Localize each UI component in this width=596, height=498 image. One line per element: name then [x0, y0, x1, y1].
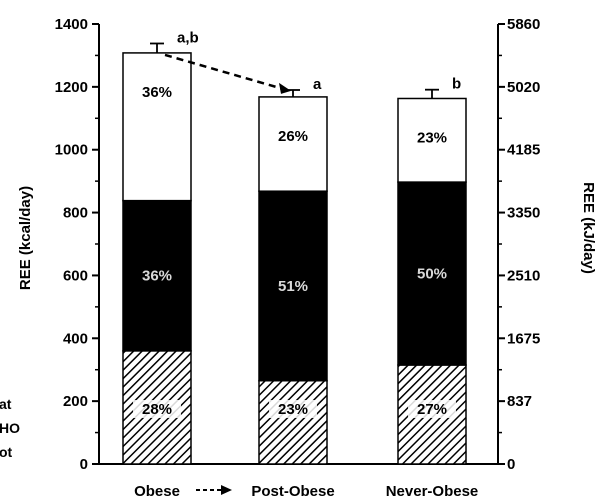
label-bg: [408, 400, 456, 418]
bar-segment-cho: [258, 190, 328, 382]
legend-label: at: [0, 396, 12, 412]
bar-segment-fat: [258, 96, 328, 192]
bar-label-fat: 23%: [417, 129, 447, 146]
bars: [122, 52, 467, 465]
category-label: Post-Obese: [251, 483, 334, 498]
y-tick-label-right: 1675: [507, 330, 540, 347]
bar-label-prot: 23%: [278, 401, 308, 418]
legend-label: HO: [0, 420, 20, 436]
bar-segment-fat: [397, 97, 467, 183]
y-tick-label-right: 5860: [507, 16, 540, 33]
trend-arrow: [164, 53, 284, 91]
bar-segment-cho: [397, 181, 467, 366]
bar-label-fat: 26%: [278, 128, 308, 145]
category-connector-arrow-head: [221, 485, 232, 495]
bar-label-cho: 50%: [417, 266, 447, 283]
y-tick-label-right: 3350: [507, 205, 540, 222]
y-tick-label-left: 200: [63, 393, 88, 410]
bar-segment-fat: [122, 52, 192, 202]
y-tick-label-left: 1200: [55, 79, 88, 96]
bar-label-prot: 27%: [417, 401, 447, 418]
significance-label: a,b: [177, 29, 199, 46]
bar-segment-cho: [122, 199, 192, 352]
labels: 0 200 400 600 800 1000 1200 1400 0 837 1675 2510 335…: [0, 16, 596, 498]
bar-label-cho: 36%: [142, 268, 172, 285]
y-axis-title-right: REE (kJ/day): [580, 182, 596, 274]
y-tick-label-right: 0: [507, 456, 515, 473]
y-tick-label-left: 400: [63, 330, 88, 347]
significance-label: a: [313, 76, 322, 93]
y-tick-label-right: 837: [507, 393, 532, 410]
bar-label-cho: 51%: [278, 278, 308, 295]
y-tick-label-left: 1400: [55, 16, 88, 33]
y-tick-label-right: 5020: [507, 79, 540, 96]
category-label: Obese: [134, 483, 180, 498]
significance-label: b: [452, 76, 461, 93]
y-tick-label-left: 600: [63, 267, 88, 284]
y-tick-label-right: 2510: [507, 267, 540, 284]
label-bg: [133, 400, 181, 418]
bar-label-fat: 36%: [142, 84, 172, 101]
legend-label: ot: [0, 444, 13, 460]
y-tick-label-left: 800: [63, 205, 88, 222]
overlays: [133, 42, 456, 495]
category-label: Never-Obese: [386, 483, 479, 498]
bar-segment-prot: [258, 379, 328, 465]
y-tick-label-left: 0: [80, 456, 88, 473]
y-axis-title-left: REE (kcal/day): [17, 186, 34, 290]
y-tick-label-left: 1000: [55, 142, 88, 159]
y-tick-label-right: 4185: [507, 142, 540, 159]
label-bg: [269, 400, 317, 418]
bar-label-prot: 28%: [142, 401, 172, 418]
trend-arrow-head: [279, 82, 291, 94]
